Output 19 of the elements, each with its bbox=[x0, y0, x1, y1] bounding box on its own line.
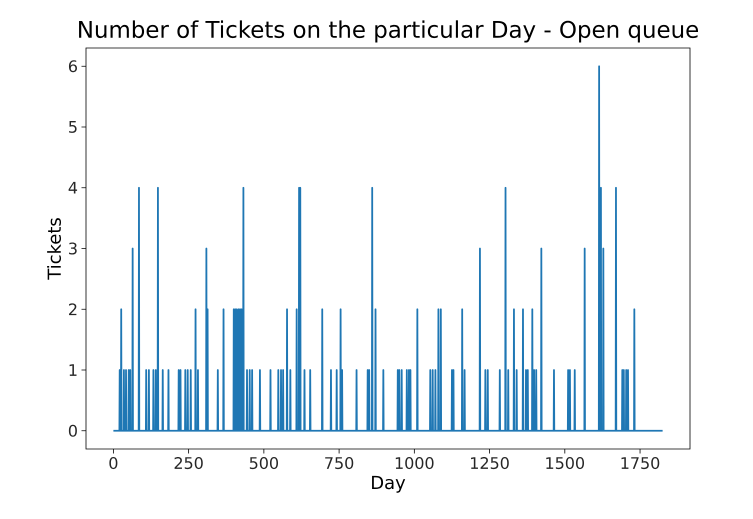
y-tick-label: 5 bbox=[69, 121, 77, 133]
x-tick-label: 250 bbox=[174, 457, 203, 470]
x-tick-label: 750 bbox=[325, 457, 354, 470]
y-tick-label: 2 bbox=[69, 303, 76, 316]
x-tick-label: 500 bbox=[250, 457, 278, 470]
x-tick-label: 1250 bbox=[471, 457, 509, 470]
x-tick-label: 1500 bbox=[546, 457, 584, 470]
y-tick-label: 6 bbox=[68, 60, 77, 72]
y-tick-label: 0 bbox=[68, 424, 77, 437]
y-tick-label: 3 bbox=[69, 242, 77, 255]
y-tick-label: 1 bbox=[70, 364, 77, 376]
chart-title: Number of Tickets on the particular Day - Open queue bbox=[79, 20, 698, 42]
x-tick-label: 0 bbox=[109, 457, 118, 470]
x-axis-title: Day bbox=[372, 476, 406, 493]
x-tick-label: 1750 bbox=[622, 457, 660, 470]
line-series bbox=[112, 65, 664, 432]
y-axis-title: Tickets bbox=[47, 218, 61, 280]
x-tick-label: 1000 bbox=[396, 457, 434, 470]
y-tick-label: 4 bbox=[68, 182, 78, 194]
